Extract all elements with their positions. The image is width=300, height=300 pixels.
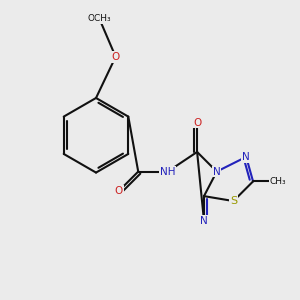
Text: S: S: [230, 196, 237, 206]
Text: OCH₃: OCH₃: [87, 14, 111, 23]
Text: N: N: [200, 216, 208, 226]
Text: N: N: [242, 152, 250, 162]
Text: N: N: [213, 167, 220, 177]
Text: NH: NH: [160, 167, 176, 177]
Text: O: O: [193, 118, 201, 128]
Text: O: O: [115, 186, 123, 196]
Text: O: O: [112, 52, 120, 62]
Text: NH: NH: [160, 167, 176, 177]
Text: CH₃: CH₃: [269, 177, 286, 186]
